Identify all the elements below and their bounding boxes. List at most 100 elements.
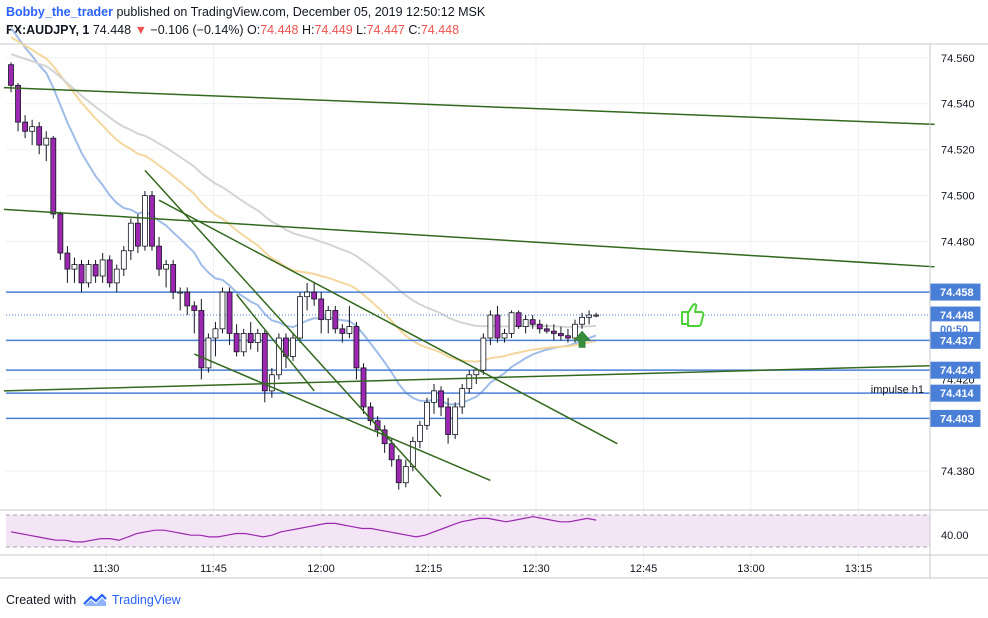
price-label-box — [930, 384, 981, 402]
price-label-box — [930, 283, 981, 301]
candle-body — [388, 443, 395, 461]
candle-body — [120, 250, 127, 270]
x-tick-label: 12:30 — [522, 563, 550, 575]
candle-body — [424, 401, 430, 426]
candle-body — [8, 64, 14, 86]
price-label-text: 74.437 — [940, 335, 974, 347]
high-label: H: — [301, 23, 315, 37]
candle-body — [71, 264, 78, 270]
candle-body — [297, 296, 303, 339]
candle-body — [29, 126, 36, 132]
price-label-text: 74.458 — [940, 287, 974, 299]
symbol-name[interactable]: FX:AUDJPY, 1 — [6, 23, 90, 37]
candle-body — [522, 319, 529, 327]
annotation-impulse-h1: impulse h1 — [871, 384, 924, 396]
candle-body — [353, 326, 360, 369]
candle-body — [233, 333, 240, 353]
candle-body — [550, 330, 557, 334]
tradingview-logo-icon — [82, 593, 107, 606]
candle-body — [275, 337, 282, 376]
candle-body — [92, 264, 99, 277]
price-label-text: 74.403 — [940, 413, 974, 425]
arrow-up-icon — [573, 330, 591, 348]
candle-body — [445, 406, 452, 435]
candle-body — [261, 333, 268, 392]
low-value: 74.447 — [366, 23, 405, 37]
horizontal-levels[interactable] — [6, 291, 930, 420]
close-label: C: — [408, 23, 421, 37]
rsi-pane: 40.00 — [0, 509, 988, 548]
price-label-box — [930, 331, 981, 349]
candle-body — [480, 337, 487, 371]
x-tick-label: 12:15 — [415, 563, 443, 575]
trendline-lower-resistance[interactable] — [3, 208, 935, 268]
price-label-text: 74.414 — [940, 388, 975, 400]
candle-body — [586, 314, 592, 318]
y-tick-label: 74.480 — [941, 237, 975, 249]
last-price: 74.448 — [92, 23, 132, 37]
candle-body — [198, 310, 205, 369]
ma-gray-line — [10, 53, 597, 329]
candle-body — [593, 314, 600, 317]
y-tick-label: 74.500 — [941, 191, 975, 203]
candle-body — [64, 252, 71, 270]
author-name[interactable]: Bobby_the_trader — [6, 5, 113, 19]
x-tick-label: 13:15 — [845, 563, 873, 575]
y-tick-label: 74.380 — [941, 466, 975, 478]
candle-body — [142, 195, 148, 247]
candle-body — [205, 337, 212, 369]
moving-averages — [10, 27, 597, 406]
candle-body — [85, 264, 92, 284]
x-tick-label: 11:30 — [93, 563, 120, 575]
candle-body — [494, 314, 501, 339]
trendline-minor[interactable] — [236, 293, 315, 392]
candle-body — [395, 459, 402, 484]
trendline-steep-down[interactable] — [144, 169, 442, 498]
candle-body — [360, 367, 367, 408]
price-axis-labels: 74.45874.44800:5074.43774.42474.41474.40… — [930, 283, 981, 427]
candle-body — [501, 333, 508, 339]
x-tick-label: 13:00 — [737, 563, 765, 575]
candle-body — [332, 310, 339, 330]
trend-lines[interactable] — [3, 86, 935, 498]
candle-body — [184, 291, 191, 307]
candle-body — [57, 213, 64, 254]
candle-body — [290, 337, 296, 357]
rsi-line — [10, 516, 597, 543]
price-label-text: 74.424 — [940, 365, 975, 377]
change-down-arrow-icon: ▼ — [134, 23, 147, 37]
candle-body — [163, 264, 170, 270]
price-label-box — [930, 409, 981, 427]
candle-body — [50, 137, 57, 215]
candle-body — [149, 195, 155, 247]
candle-body — [558, 333, 564, 337]
trendline-channel-bottom[interactable] — [194, 353, 491, 482]
close-value: 74.448 — [420, 23, 460, 37]
x-tick-label: 12:00 — [307, 563, 335, 575]
candle-body — [36, 126, 43, 146]
candle-body — [487, 314, 494, 339]
candle-body — [508, 312, 515, 334]
candle-body — [536, 323, 543, 330]
candlestick-series — [8, 62, 600, 490]
candle-body — [452, 406, 459, 435]
candle-body — [226, 291, 233, 334]
candle-body — [113, 268, 120, 284]
candle-body — [43, 137, 50, 146]
candle-body — [529, 319, 536, 325]
trendline-support[interactable] — [3, 364, 935, 392]
candle-body — [374, 420, 381, 431]
candle-body — [191, 305, 198, 311]
candle-body — [254, 333, 261, 344]
candle-body — [78, 264, 85, 284]
symbol-legend: FX:AUDJPY, 1 74.448 ▼ −0.106 (−0.14%) O:… — [6, 23, 459, 37]
footer: Created with TradingView — [6, 593, 181, 607]
rsi-tick-label: 40.00 — [941, 530, 969, 542]
tradingview-brand-link[interactable]: TradingView — [111, 593, 181, 607]
trendline-channel-top[interactable] — [158, 199, 618, 445]
candle-body — [99, 259, 106, 277]
candle-body — [438, 390, 444, 408]
trendline-upper-resistance[interactable] — [3, 86, 935, 126]
axes: 74.56074.54074.52074.50074.48074.42074.3… — [0, 43, 988, 579]
